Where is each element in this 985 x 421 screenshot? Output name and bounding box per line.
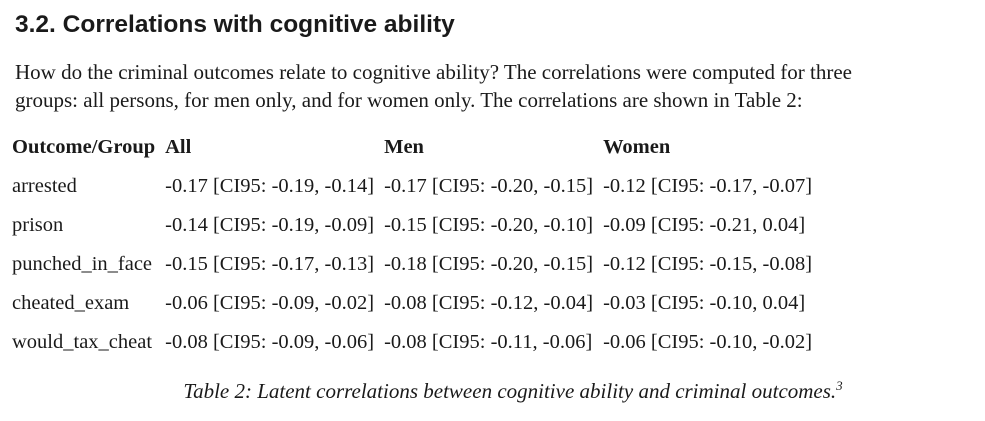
caption-text: Table 2: Latent correlations between cog… bbox=[183, 379, 837, 403]
cell-women: -0.12 [CI95: -0.15, -0.08] bbox=[603, 253, 813, 275]
correlations-table: Outcome/Group All Men Women arrested -0.… bbox=[5, 128, 815, 362]
cell-women: -0.03 [CI95: -0.10, 0.04] bbox=[603, 292, 806, 314]
header-women: Women bbox=[603, 136, 671, 158]
table-row: arrested -0.17 [CI95: -0.19, -0.14] -0.1… bbox=[5, 167, 815, 206]
cell-men: -0.18 [CI95: -0.20, -0.15] bbox=[384, 253, 594, 275]
cell-all: -0.14 [CI95: -0.19, -0.09] bbox=[165, 214, 375, 236]
cell-all: -0.06 [CI95: -0.09, -0.02] bbox=[165, 292, 375, 314]
table-caption: Table 2: Latent correlations between cog… bbox=[0, 376, 985, 406]
intro-paragraph: How do the criminal outcomes relate to c… bbox=[15, 58, 977, 114]
cell-all: -0.08 [CI95: -0.09, -0.06] bbox=[165, 331, 375, 353]
cell-women: -0.06 [CI95: -0.10, -0.02] bbox=[603, 331, 813, 353]
intro-line: groups: all persons, for men only, and f… bbox=[15, 88, 803, 112]
outcome-label: would_tax_cheat bbox=[12, 331, 153, 353]
section-heading: 3.2. Correlations with cognitive ability bbox=[15, 11, 455, 38]
table-row: cheated_exam -0.06 [CI95: -0.09, -0.02] … bbox=[5, 284, 815, 323]
table-row: punched_in_face -0.15 [CI95: -0.17, -0.1… bbox=[5, 245, 815, 284]
table-row: would_tax_cheat -0.08 [CI95: -0.09, -0.0… bbox=[5, 323, 815, 362]
footnote-marker[interactable]: 3 bbox=[836, 378, 843, 393]
cell-women: -0.09 [CI95: -0.21, 0.04] bbox=[603, 214, 806, 236]
header-men: Men bbox=[384, 136, 424, 158]
outcome-label: cheated_exam bbox=[12, 292, 130, 314]
cell-all: -0.17 [CI95: -0.19, -0.14] bbox=[165, 175, 375, 197]
cell-women: -0.12 [CI95: -0.17, -0.07] bbox=[603, 175, 813, 197]
cell-men: -0.17 [CI95: -0.20, -0.15] bbox=[384, 175, 594, 197]
cell-men: -0.08 [CI95: -0.12, -0.04] bbox=[384, 292, 594, 314]
outcome-label: arrested bbox=[12, 175, 77, 197]
header-outcome-group: Outcome/Group bbox=[12, 136, 156, 158]
outcome-label: punched_in_face bbox=[12, 253, 153, 275]
header-all: All bbox=[165, 136, 192, 158]
table-row: prison -0.14 [CI95: -0.19, -0.09] -0.15 … bbox=[5, 206, 815, 245]
cell-men: -0.15 [CI95: -0.20, -0.10] bbox=[384, 214, 594, 236]
outcome-label: prison bbox=[12, 214, 64, 236]
intro-line: How do the criminal outcomes relate to c… bbox=[15, 60, 852, 84]
cell-all: -0.15 [CI95: -0.17, -0.13] bbox=[165, 253, 375, 275]
cell-men: -0.08 [CI95: -0.11, -0.06] bbox=[384, 331, 593, 353]
table-header-row: Outcome/Group All Men Women bbox=[5, 128, 815, 167]
